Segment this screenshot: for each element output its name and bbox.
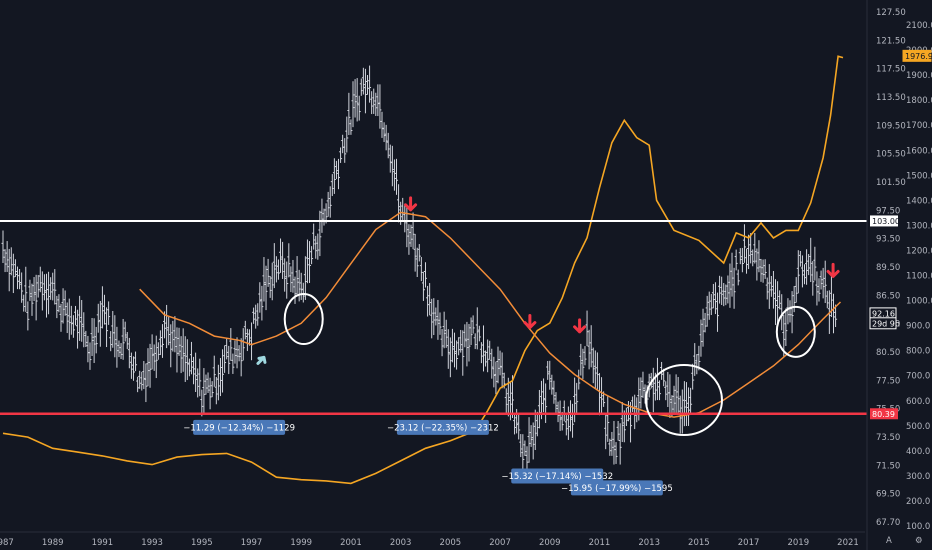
measure-badge-label-0: −11.29 (−12.34%) −1129 — [183, 423, 295, 433]
right-scale-tick-label: 1400.0 — [906, 196, 932, 206]
price-bars — [1, 65, 838, 478]
left-scale-tick-label: 86.50 — [876, 291, 900, 301]
measure-badge-label-2: −15.32 (−17.14%) −1532 — [501, 472, 613, 482]
x-tick-label: 1991 — [92, 538, 114, 548]
right-scale-tick-label: 600.0 — [906, 397, 930, 407]
measure-badge-3 — [570, 480, 663, 496]
right-scale-tick-label: 100.0 — [906, 522, 930, 532]
right-scale-tick-label: 2100.0 — [906, 21, 932, 31]
x-tick-label: 1987 — [0, 538, 14, 548]
annotation-markers: −11.29 (−12.34%) −1129 −23.12 (−22.35%) −… — [183, 196, 840, 496]
x-tick-label: 1999 — [290, 538, 312, 548]
highlight-circle-2 — [775, 305, 816, 358]
measure-badge-2 — [511, 468, 604, 484]
left-scale-tick-label: 67.70 — [876, 518, 900, 528]
measure-badge-1 — [396, 419, 489, 435]
left-scale-tick-label: 80.50 — [876, 348, 900, 358]
arrow-marker-3 — [826, 262, 840, 278]
x-tick-label: 2015 — [688, 538, 710, 548]
auto-scale-icon[interactable]: A — [886, 536, 892, 546]
right-scale-tick-label: 1100.0 — [906, 272, 932, 282]
left-scale-tick-label: 127.50 — [876, 8, 906, 18]
measure-badge-0 — [193, 419, 286, 435]
x-tick-label: 2021 — [837, 538, 859, 548]
left-scale-tick-label: 97.50 — [876, 206, 900, 216]
x-tick-label: 2009 — [539, 538, 561, 548]
left-scale-tick-label: 121.50 — [876, 36, 906, 46]
measure-badge-label-1: −23.12 (−22.35%) −2312 — [387, 423, 499, 433]
price-tag-label-0: 1976.9 — [905, 52, 932, 61]
right-scale-tick-label: 1000.0 — [906, 297, 932, 307]
right-scale-tick-label: 1300.0 — [906, 221, 932, 231]
left-scale-tick-label: 93.50 — [876, 235, 900, 245]
arrow-marker-4 — [256, 355, 267, 365]
reference-tag-label-1: 80.39 — [872, 410, 895, 419]
highlight-circle-0 — [283, 293, 324, 346]
x-tick-label: 2007 — [489, 538, 511, 548]
right-scale-tick-label: 200.0 — [906, 497, 930, 507]
price-tag-2 — [869, 317, 897, 330]
x-tick-label: 2011 — [589, 538, 611, 548]
x-tick-label: 1997 — [241, 538, 263, 548]
price-tag-0 — [902, 49, 932, 62]
x-tick-label: 2003 — [390, 538, 412, 548]
x-tick-label: 2005 — [440, 538, 462, 548]
reference-tag-0 — [870, 215, 898, 227]
right-scale-tick-label: 900.0 — [906, 322, 930, 332]
x-tick-label: 1993 — [141, 538, 163, 548]
arrow-marker-2 — [573, 318, 587, 334]
reference-tag-1 — [870, 408, 898, 420]
left-scale-tick-label: 77.50 — [876, 376, 900, 386]
series-line-1 — [2, 55, 844, 485]
right-scale-tick-label: 1800.0 — [906, 96, 932, 106]
right-scale-tick-label: 1700.0 — [906, 121, 932, 131]
series-lines — [2, 55, 844, 485]
measure-badge-label-3: −15.95 (−17.99%) −1595 — [561, 484, 673, 494]
left-scale-tick-label: 69.50 — [876, 490, 900, 500]
right-scale-tick-label: 400.0 — [906, 447, 930, 457]
x-tick-label: 2019 — [787, 538, 809, 548]
left-scale-tick-label: 105.50 — [876, 150, 906, 160]
gear-icon[interactable]: ⚙ — [915, 536, 923, 546]
arrow-marker-0 — [404, 196, 418, 212]
left-scale-tick-label: 71.50 — [876, 461, 900, 471]
left-scale-tick-label: 109.50 — [876, 121, 906, 131]
right-scale-tick-label: 1600.0 — [906, 146, 932, 156]
arrow-marker-1 — [523, 314, 537, 330]
right-scale-tick-label: 1900.0 — [906, 71, 932, 81]
x-tick-label: 2017 — [738, 538, 760, 548]
series-line-2 — [139, 211, 842, 418]
left-scale-tick-label: 89.50 — [876, 263, 900, 273]
left-scale-tick-label: 117.50 — [876, 65, 906, 75]
right-scale-tick-label: 500.0 — [906, 422, 930, 432]
left-scale-tick-label: 113.50 — [876, 93, 906, 103]
right-scale-tick-label: 700.0 — [906, 372, 930, 382]
left-scale-tick-label: 101.50 — [876, 178, 906, 188]
x-tick-label: 1995 — [191, 538, 213, 548]
right-scale-tick-label: 300.0 — [906, 472, 930, 482]
reference-lines — [0, 219, 867, 416]
right-scale-tick-label: 800.0 — [906, 347, 930, 357]
reference-tag-label-0: 103.00 — [872, 217, 900, 226]
x-tick-label: 2001 — [340, 538, 362, 548]
x-tick-label: 2013 — [638, 538, 660, 548]
left-scale-tick-label: 73.50 — [876, 433, 900, 443]
highlight-circle-1 — [644, 364, 723, 437]
right-scale-tick-label: 1500.0 — [906, 171, 932, 181]
x-tick-label: 1989 — [42, 538, 64, 548]
right-scale-tick-label: 1200.0 — [906, 246, 932, 256]
price-tag-label-2: 29d 9h — [872, 319, 900, 328]
price-tag-label-1: 92.16 — [872, 309, 895, 318]
